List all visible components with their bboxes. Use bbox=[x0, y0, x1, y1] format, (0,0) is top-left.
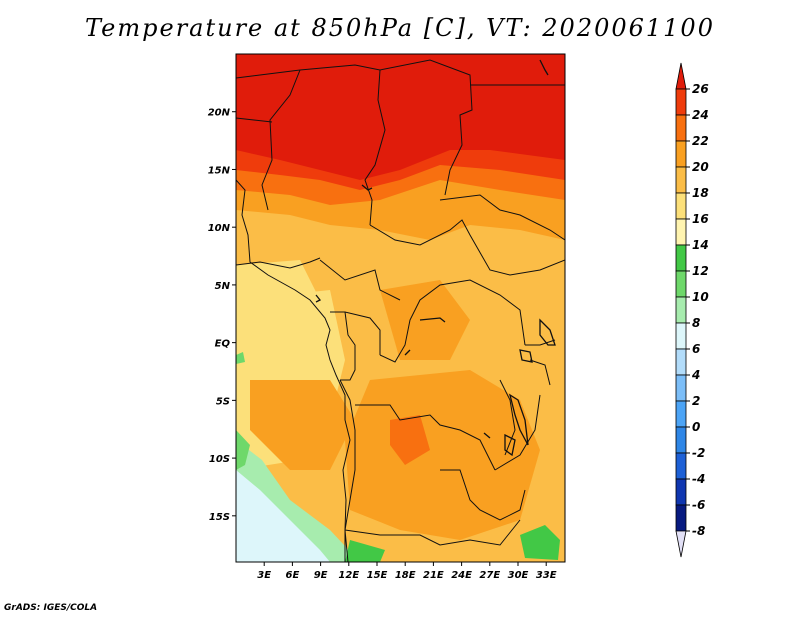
lat-label: 5S bbox=[216, 396, 230, 407]
lon-label: 15E bbox=[367, 570, 388, 581]
colorbar-swatch bbox=[675, 504, 687, 532]
lat-label: 5N bbox=[215, 281, 231, 292]
colorbar-label: 16 bbox=[692, 212, 709, 226]
lon-label: 30E bbox=[508, 570, 529, 581]
colorbar-swatch bbox=[675, 270, 687, 298]
map-title: Temperature at 850hPa [C], VT: 202006110… bbox=[85, 14, 715, 42]
colorbar-label: 4 bbox=[691, 368, 700, 382]
colorbar-label: 6 bbox=[692, 342, 700, 356]
colorbar-label: 20 bbox=[692, 160, 709, 174]
lon-label: 27E bbox=[479, 570, 500, 581]
lon-label: 12E bbox=[338, 570, 359, 581]
lon-label: 3E bbox=[257, 570, 271, 581]
colorbar-swatch bbox=[675, 296, 687, 324]
colorbar-label: 22 bbox=[692, 134, 709, 148]
grads-credit: GrADS: IGES/COLA bbox=[4, 603, 98, 613]
colorbar-label: -4 bbox=[692, 472, 705, 486]
colorbar-swatch bbox=[675, 426, 687, 454]
country-borders bbox=[236, 59, 565, 562]
colorbar-label: 18 bbox=[692, 186, 709, 200]
lat-label: EQ bbox=[215, 339, 231, 350]
coastline bbox=[236, 179, 351, 562]
colorbar-swatch bbox=[675, 322, 687, 350]
colorbar-label: 24 bbox=[692, 108, 709, 122]
colorbar-label: 12 bbox=[692, 264, 709, 278]
colorbar-label: 14 bbox=[692, 238, 709, 252]
colorbar-swatch bbox=[675, 88, 687, 116]
colorbar-swatch bbox=[675, 166, 687, 194]
map-frame bbox=[235, 53, 566, 563]
colorbar-swatch bbox=[675, 114, 687, 142]
colorbar-swatch bbox=[675, 452, 687, 480]
colorbar-label: -6 bbox=[692, 498, 705, 512]
lon-label: 6E bbox=[286, 570, 300, 581]
lat-label: 10N bbox=[208, 223, 231, 234]
colorbar-swatch bbox=[675, 400, 687, 428]
colorbar-swatch bbox=[675, 244, 687, 272]
colorbar-swatch bbox=[675, 374, 687, 402]
colorbar-swatch bbox=[675, 348, 687, 376]
colorbar-swatch bbox=[675, 478, 687, 506]
lon-label: 21E bbox=[423, 570, 444, 581]
colorbar-label: -8 bbox=[692, 524, 705, 538]
colorbar-label: 2 bbox=[692, 394, 700, 408]
temperature-field bbox=[236, 54, 565, 562]
lon-label: 18E bbox=[395, 570, 416, 581]
lat-label: 15S bbox=[209, 512, 230, 523]
colorbar-bottom-arrow bbox=[675, 530, 687, 558]
colorbar-label: 8 bbox=[692, 316, 700, 330]
colorbar-label: 0 bbox=[692, 420, 700, 434]
map-axes: 20N 15N 10N 5N EQ 5S 10S 15S 3E 6E 9E 12E 15E 18E 21E 2… bbox=[208, 108, 557, 581]
lon-label: 33E bbox=[536, 570, 557, 581]
colorbar-label: 26 bbox=[692, 82, 709, 96]
colorbar-top-arrow bbox=[675, 62, 687, 90]
colorbar-label: -2 bbox=[692, 446, 705, 460]
lon-label: 24E bbox=[451, 570, 472, 581]
colorbar-swatch bbox=[675, 192, 687, 220]
lakes-and-coastlines bbox=[315, 59, 556, 457]
lon-label: 9E bbox=[314, 570, 328, 581]
lat-label: 15N bbox=[208, 165, 231, 176]
colorbar-label: 10 bbox=[692, 290, 709, 304]
lat-label: 20N bbox=[208, 108, 231, 119]
colorbar-swatch bbox=[675, 140, 687, 168]
colorbar-swatch bbox=[675, 218, 687, 246]
lat-label: 10S bbox=[209, 454, 230, 465]
